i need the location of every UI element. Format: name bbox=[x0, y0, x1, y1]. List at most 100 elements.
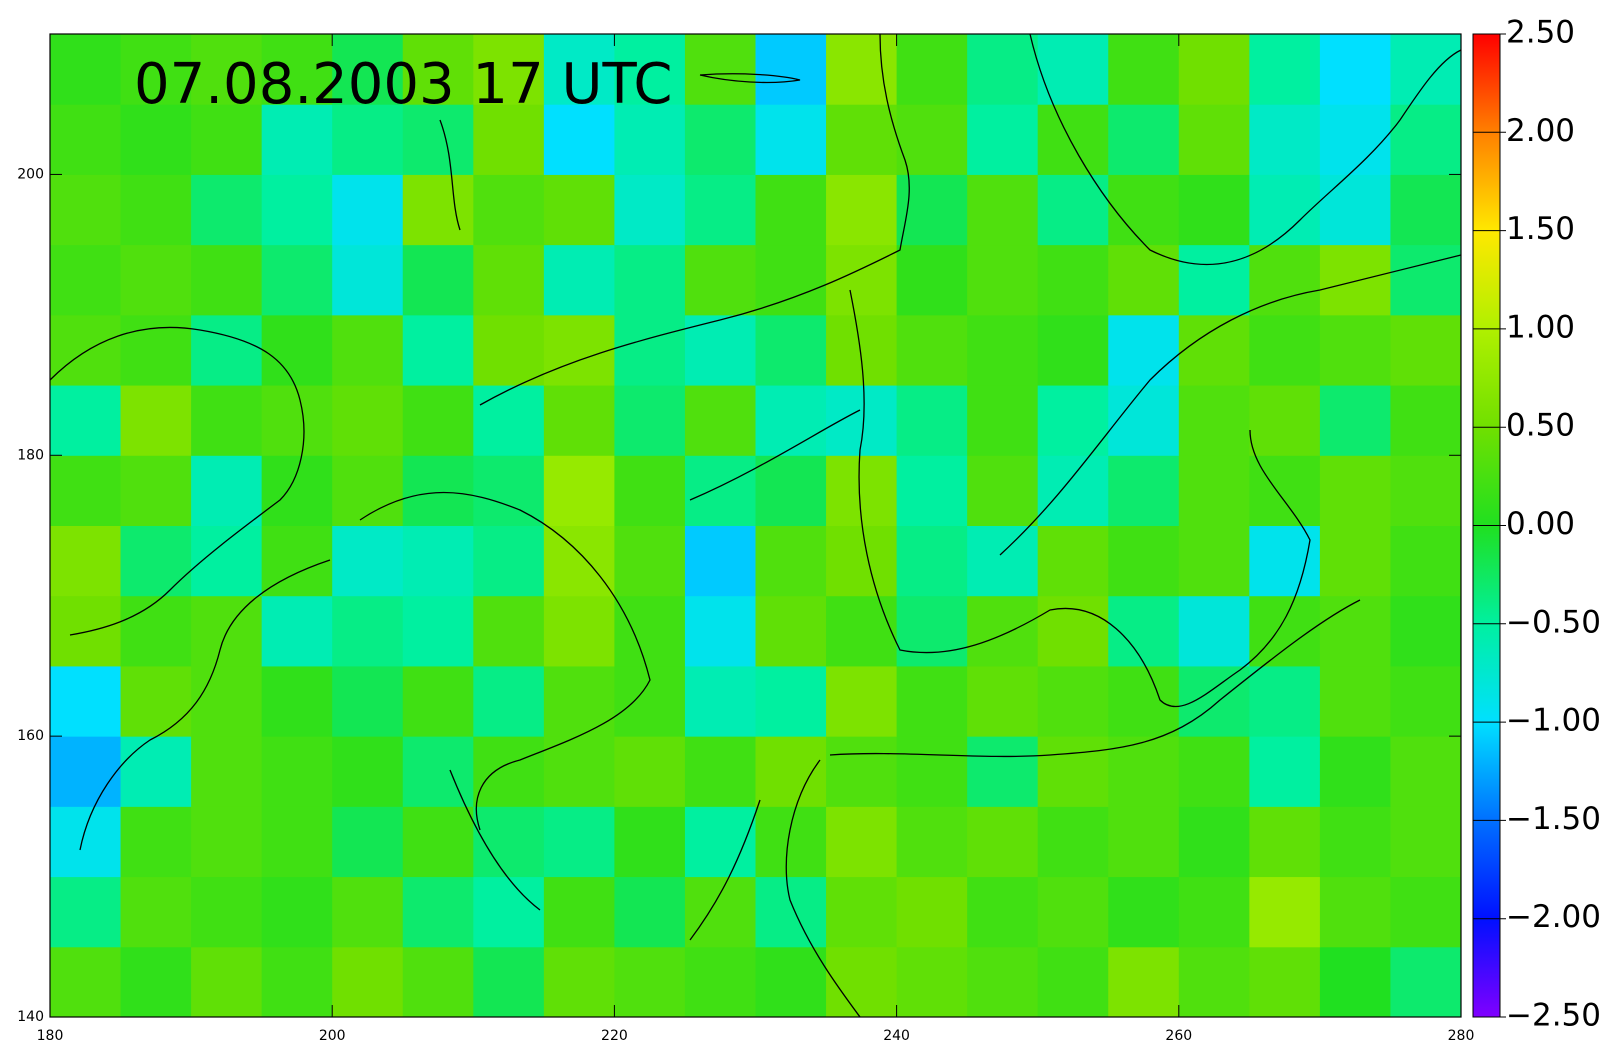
heatmap-cell bbox=[614, 666, 685, 737]
heatmap-cell bbox=[897, 666, 968, 737]
heatmap-cell bbox=[191, 877, 262, 948]
heatmap-cell bbox=[50, 806, 121, 877]
heatmap-cell bbox=[1038, 245, 1109, 316]
heatmap-cell bbox=[50, 455, 121, 526]
heatmap-cell bbox=[1320, 806, 1391, 877]
heatmap-cell bbox=[1320, 174, 1391, 245]
heatmap-cell bbox=[191, 736, 262, 807]
heatmap-cell bbox=[685, 315, 756, 386]
heatmap-cell bbox=[826, 174, 897, 245]
heatmap-cell bbox=[1038, 947, 1109, 1018]
heatmap-cell bbox=[50, 877, 121, 948]
heatmap-cell bbox=[1320, 666, 1391, 737]
annotation: 07.08.2003 17 UTC bbox=[134, 52, 673, 117]
heatmap-cell bbox=[332, 526, 403, 597]
heatmap-cell bbox=[614, 526, 685, 597]
heatmap-cell bbox=[473, 174, 544, 245]
heatmap-cell bbox=[1249, 736, 1320, 807]
heatmap-cell bbox=[1038, 526, 1109, 597]
heatmap-cell bbox=[544, 806, 615, 877]
heatmap-cell bbox=[544, 666, 615, 737]
heatmap-cell bbox=[544, 596, 615, 667]
heatmap-cell bbox=[1320, 34, 1391, 105]
heatmap-cell bbox=[967, 174, 1038, 245]
heatmap-cell bbox=[897, 877, 968, 948]
heatmap-cell bbox=[1179, 947, 1250, 1018]
heatmap-cell bbox=[332, 877, 403, 948]
heatmap-cell bbox=[1108, 315, 1179, 386]
heatmap-cell bbox=[403, 526, 474, 597]
heatmap-cell bbox=[121, 806, 192, 877]
heatmap-cell bbox=[1179, 526, 1250, 597]
heatmap-cell bbox=[1320, 877, 1391, 948]
x-tick-label: 200 bbox=[319, 1028, 346, 1044]
heatmap-cell bbox=[967, 736, 1038, 807]
heatmap-cell bbox=[1108, 526, 1179, 597]
heatmap-cell bbox=[685, 736, 756, 807]
heatmap-cell bbox=[262, 806, 333, 877]
heatmap-cell bbox=[1390, 806, 1461, 877]
heatmap-cell bbox=[1320, 104, 1391, 175]
heatmap-cell bbox=[191, 666, 262, 737]
heatmap-cell bbox=[967, 245, 1038, 316]
heatmap-cell bbox=[332, 315, 403, 386]
heatmap-cell bbox=[1390, 315, 1461, 386]
heatmap-cell bbox=[756, 806, 827, 877]
heatmap-cell bbox=[1179, 806, 1250, 877]
heatmap-cell bbox=[191, 455, 262, 526]
heatmap-cell bbox=[1179, 245, 1250, 316]
heatmap-cell bbox=[614, 806, 685, 877]
heatmap-cell bbox=[897, 315, 968, 386]
heatmap-cell bbox=[473, 666, 544, 737]
heatmap-cell bbox=[685, 104, 756, 175]
heatmap-cell bbox=[826, 666, 897, 737]
heatmap-cell bbox=[1390, 174, 1461, 245]
heatmap-cell bbox=[1179, 104, 1250, 175]
heatmap-cell bbox=[544, 526, 615, 597]
heatmap-cell bbox=[1108, 104, 1179, 175]
colorbar-tick-label: 0.50 bbox=[1506, 408, 1575, 444]
heatmap-cell bbox=[967, 947, 1038, 1018]
heatmap-cell bbox=[544, 174, 615, 245]
heatmap-cell bbox=[50, 104, 121, 175]
heatmap-cell bbox=[332, 736, 403, 807]
heatmap-cell bbox=[544, 947, 615, 1018]
heatmap-cell bbox=[826, 315, 897, 386]
heatmap-cell bbox=[50, 174, 121, 245]
heatmap-cell bbox=[1390, 245, 1461, 316]
heatmap-cell bbox=[967, 666, 1038, 737]
heatmap-cell bbox=[332, 245, 403, 316]
heatmap-cell bbox=[1108, 877, 1179, 948]
heatmap-cell bbox=[262, 596, 333, 667]
heatmap-cell bbox=[50, 596, 121, 667]
heatmap-cell bbox=[473, 455, 544, 526]
heatmap-cell bbox=[826, 736, 897, 807]
heatmap-cell bbox=[756, 947, 827, 1018]
heatmap-cell bbox=[967, 104, 1038, 175]
heatmap-cell bbox=[1320, 736, 1391, 807]
heatmap-cell bbox=[1390, 666, 1461, 737]
colorbar-tick-label: 2.00 bbox=[1506, 113, 1575, 149]
heatmap-cell bbox=[403, 174, 474, 245]
heatmap-cell bbox=[403, 455, 474, 526]
heatmap-cell bbox=[1038, 315, 1109, 386]
heatmap-cell bbox=[403, 245, 474, 316]
heatmap-cell bbox=[614, 736, 685, 807]
heatmap-cell bbox=[756, 245, 827, 316]
y-tick-label: 200 bbox=[17, 166, 44, 182]
heatmap-cell bbox=[262, 736, 333, 807]
heatmap-cell bbox=[403, 736, 474, 807]
heatmap-cell bbox=[685, 596, 756, 667]
heatmap-cell bbox=[121, 736, 192, 807]
heatmap-cell bbox=[1320, 385, 1391, 456]
heatmap-cell bbox=[1179, 174, 1250, 245]
heatmap-cell bbox=[1179, 596, 1250, 667]
heatmap-cell bbox=[262, 666, 333, 737]
heatmap-cell bbox=[614, 947, 685, 1018]
heatmap-cell bbox=[1179, 666, 1250, 737]
heatmap-cell bbox=[897, 526, 968, 597]
heatmap-cell bbox=[473, 526, 544, 597]
heatmap-cell bbox=[1390, 736, 1461, 807]
heatmap-cell bbox=[685, 947, 756, 1018]
heatmap-cell bbox=[121, 245, 192, 316]
